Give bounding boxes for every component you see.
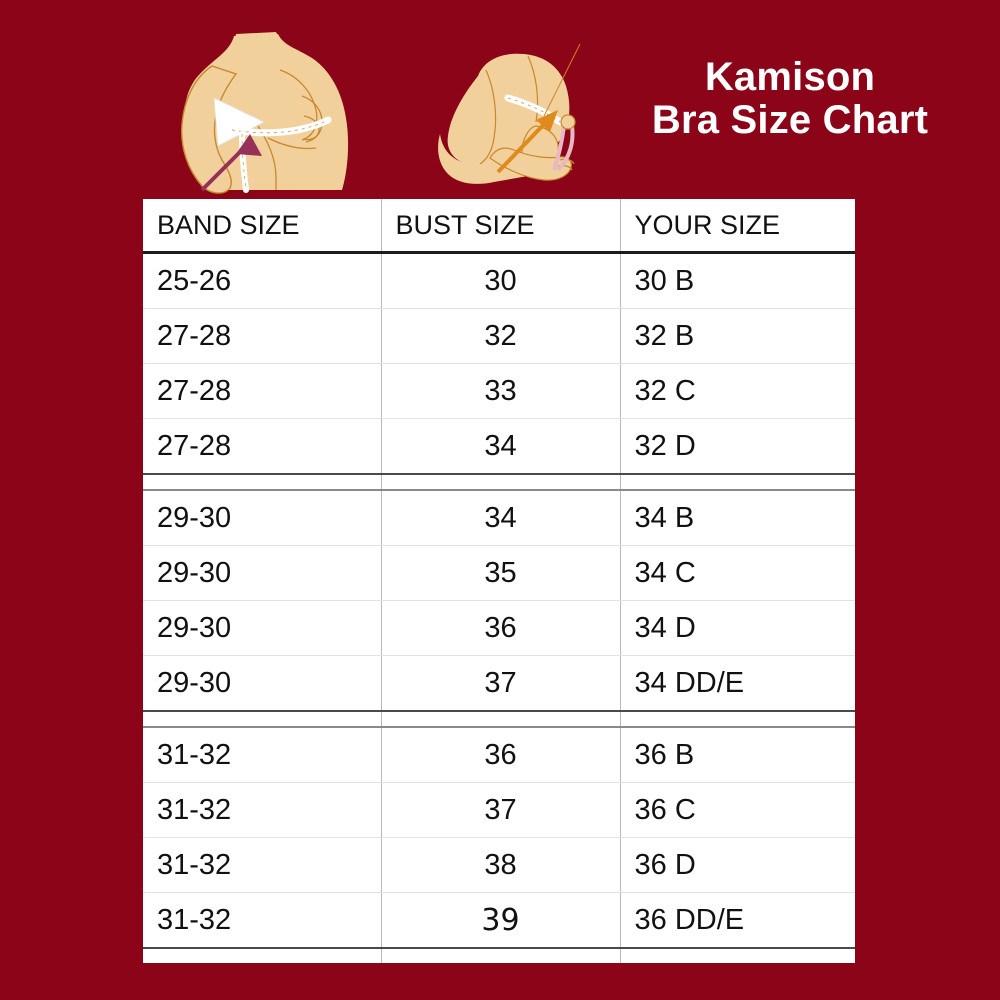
band-measure-svg (180, 32, 349, 194)
cell-your-size: 30 B (619, 252, 855, 309)
group-separator-cell (143, 711, 381, 728)
cell-your-size: 32 B (619, 308, 855, 364)
group-separator-cell (143, 474, 381, 491)
cell-bust-size: 33 (380, 363, 620, 419)
group-separator-cell (380, 474, 620, 491)
cell-bust-size: 38 (380, 837, 620, 893)
size-chart-table-container: BAND SIZE BUST SIZE YOUR SIZE 25-26 30 30 … (143, 199, 855, 963)
table-row: 31-32 38 36 D (143, 837, 855, 893)
table-row: 25-26 30 30 B (143, 252, 855, 309)
bust-measure-svg (438, 43, 581, 184)
cell-band-size: 25-26 (143, 252, 381, 309)
cell-band-size: 31-32 (143, 727, 381, 783)
cell-bust-size: 30 (380, 252, 620, 309)
cell-your-size: 32 C (619, 363, 855, 419)
table-row: 27-28 33 32 C (143, 363, 855, 419)
column-header-your-size: YOUR SIZE (619, 199, 855, 254)
band-measure-illustration (172, 30, 362, 196)
column-header-bust-size: BUST SIZE (380, 199, 620, 254)
cell-bust-size: 37 (380, 782, 620, 838)
cell-bust-size: 35 (380, 545, 620, 601)
table-row: 29-30 35 34 C (143, 545, 855, 601)
cell-bust-size: 36 (380, 727, 620, 783)
cell-your-size: 34 B (619, 490, 855, 546)
group-separator-cell (619, 711, 855, 728)
cell-band-size: 29-30 (143, 490, 381, 546)
cell-your-size: 34 D (619, 600, 855, 656)
table-bottom-strip (143, 948, 855, 963)
cell-band-size: 29-30 (143, 655, 381, 712)
cell-bust-size: 34 (380, 418, 620, 475)
table-row: 27-28 32 32 B (143, 308, 855, 364)
title-line-2: Bra Size Chart (651, 98, 929, 143)
cell-your-size: 36 D (619, 837, 855, 893)
size-chart-table: BAND SIZE BUST SIZE YOUR SIZE 25-26 30 30 … (143, 199, 855, 963)
page-title: Kamison Bra Size Chart (596, 55, 984, 143)
cell-bust-size-value: 39 (481, 902, 520, 938)
group-separator (143, 474, 855, 491)
table-body: 25-26 30 30 B 27-28 32 32 B 27-28 33 32 C 27-28 34… (143, 252, 855, 963)
cell-bust-size: 36 (380, 600, 620, 656)
table-row: 29-30 37 34 DD/E (143, 655, 855, 712)
cell-band-size: 29-30 (143, 545, 381, 601)
table-row: 31-32 36 36 B (143, 727, 855, 783)
cell-band-size: 27-28 (143, 363, 381, 419)
table-row: 27-28 34 32 D (143, 418, 855, 475)
cell-band-size: 29-30 (143, 600, 381, 656)
header-band: Kamison Bra Size Chart (0, 0, 1000, 196)
cell-your-size: 32 D (619, 418, 855, 475)
table-row: 31-32 39 36 DD/E (143, 892, 855, 949)
cell-bust-size: 32 (380, 308, 620, 364)
cell-band-size: 27-28 (143, 418, 381, 475)
table-bottom-strip-cell (143, 948, 381, 963)
group-separator (143, 711, 855, 728)
cell-your-size: 36 DD/E (619, 892, 855, 949)
cell-bust-size: 37 (380, 655, 620, 712)
cell-band-size: 27-28 (143, 308, 381, 364)
table-row: 29-30 34 34 B (143, 490, 855, 546)
cell-band-size: 31-32 (143, 782, 381, 838)
cell-your-size: 34 DD/E (619, 655, 855, 712)
table-bottom-strip-cell (380, 948, 620, 963)
table-header: BAND SIZE BUST SIZE YOUR SIZE (143, 199, 855, 254)
column-header-band-size: BAND SIZE (143, 199, 381, 254)
title-line-1: Kamison (704, 55, 876, 99)
bust-measure-illustration (432, 30, 612, 196)
cell-bust-size: 34 (380, 490, 620, 546)
cell-band-size: 31-32 (143, 892, 381, 949)
cell-your-size: 36 B (619, 727, 855, 783)
group-separator-cell (380, 711, 620, 728)
cell-your-size: 34 C (619, 545, 855, 601)
cell-bust-size: 39 (380, 892, 620, 949)
table-bottom-strip-cell (619, 948, 855, 963)
table-row: 31-32 37 36 C (143, 782, 855, 838)
table-row: 29-30 36 34 D (143, 600, 855, 656)
header-row: BAND SIZE BUST SIZE YOUR SIZE (143, 199, 855, 254)
cell-your-size: 36 C (619, 782, 855, 838)
cell-band-size: 31-32 (143, 837, 381, 893)
group-separator-cell (619, 474, 855, 491)
